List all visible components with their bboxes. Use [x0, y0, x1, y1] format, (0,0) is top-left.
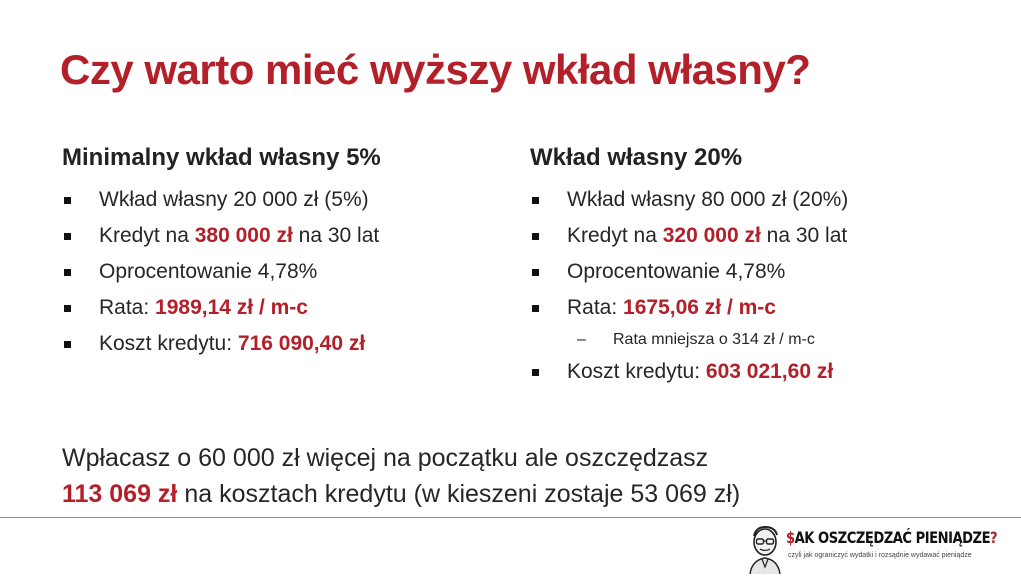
- logo-wordmark: $AK OSZCZĘDZAĆ PIENIĄDZE?: [786, 528, 998, 547]
- summary-rest: na kosztach kredytu (w kieszeni zostaje …: [177, 480, 741, 508]
- bullet-text: Rata:: [567, 296, 624, 319]
- highlight-value: 320 000 zł: [662, 224, 761, 247]
- summary-highlight: 113 069 zł: [62, 480, 178, 508]
- list-item: Koszt kredytu: 716 090,40 zł: [62, 326, 502, 362]
- right-column: Wkład własny 20% Wkład własny 80 000 zł …: [530, 144, 1000, 390]
- list-item: Wkład własny 80 000 zł (20%): [530, 182, 1000, 218]
- summary-line-1: Wpłacasz o 60 000 zł więcej na początku …: [62, 444, 709, 472]
- list-item: Wkład własny 20 000 zł (5%): [62, 182, 502, 218]
- sub-bullet-text: Rata mniejsza o 314 zł / m-c: [613, 331, 815, 348]
- sub-list-item: Rata mniejsza o 314 zł / m-c: [530, 326, 1000, 354]
- footer-divider: [0, 517, 1021, 518]
- list-item: Koszt kredytu: 603 021,60 zł: [530, 354, 1000, 390]
- list-item: Kredyt na 380 000 zł na 30 lat: [62, 218, 502, 254]
- highlight-value: 716 090,40 zł: [237, 332, 366, 355]
- bullet-text: Oprocentowanie 4,78%: [99, 260, 318, 283]
- summary-line-2: 113 069 zł na kosztach kredytu (w kiesze…: [62, 476, 740, 512]
- bullet-text: Koszt kredytu:: [567, 360, 706, 383]
- bullet-text: Wkład własny 20 000 zł (5%): [99, 188, 369, 211]
- left-column-heading: Minimalny wkład własny 5%: [62, 144, 381, 171]
- bullet-text: Kredyt na: [567, 224, 663, 247]
- bullet-text: na 30 lat: [292, 224, 380, 247]
- bullet-text: Rata:: [99, 296, 156, 319]
- logo-question-mark: ?: [990, 528, 998, 547]
- logo-name: AK OSZCZĘDZAĆ PIENIĄDZE: [794, 528, 991, 547]
- list-item: Rata: 1989,14 zł / m-c: [62, 290, 502, 326]
- left-column: Minimalny wkład własny 5% Wkład własny 2…: [62, 144, 502, 362]
- summary-text: Wpłacasz o 60 000 zł więcej na początku …: [62, 440, 740, 512]
- list-item: Oprocentowanie 4,78%: [530, 254, 1000, 290]
- bullet-text: Oprocentowanie 4,78%: [567, 260, 786, 283]
- highlight-value: 380 000 zł: [194, 224, 293, 247]
- bullet-text: Koszt kredytu:: [99, 332, 238, 355]
- highlight-value: 603 021,60 zł: [705, 360, 834, 383]
- logo-tagline: czyli jak ograniczyć wydatki i rozsądnie…: [788, 552, 972, 559]
- logo-dollar-sign: $: [786, 528, 795, 547]
- list-item: Kredyt na 320 000 zł na 30 lat: [530, 218, 1000, 254]
- bullet-text: Kredyt na: [99, 224, 195, 247]
- right-column-heading: Wkład własny 20%: [530, 144, 743, 171]
- list-item: Oprocentowanie 4,78%: [62, 254, 502, 290]
- bullet-text: na 30 lat: [760, 224, 848, 247]
- highlight-value: 1989,14 zł / m-c: [155, 296, 308, 319]
- highlight-value: 1675,06 zł / m-c: [623, 296, 776, 319]
- face-illustration-icon: [749, 525, 781, 574]
- right-bullet-list: Wkład własny 80 000 zł (20%) Kredyt na 3…: [530, 182, 1000, 390]
- brand-logo: $AK OSZCZĘDZAĆ PIENIĄDZE? czyli jak ogra…: [742, 522, 998, 574]
- slide-title: Czy warto mieć wyższy wkład własny?: [60, 46, 811, 93]
- list-item: Rata: 1675,06 zł / m-c: [530, 290, 1000, 326]
- bullet-text: Wkład własny 80 000 zł (20%): [567, 188, 849, 211]
- left-bullet-list: Wkład własny 20 000 zł (5%) Kredyt na 38…: [62, 182, 502, 362]
